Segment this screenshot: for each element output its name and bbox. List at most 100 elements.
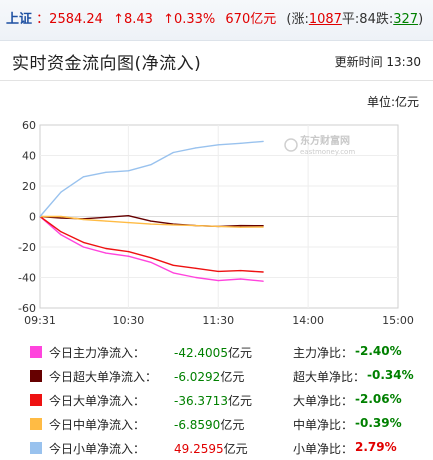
legend-row: 今日中单净流入： -6.8590亿元 中单净比： -0.39% [0,413,433,435]
series-point-4 [217,144,219,146]
legend-label: 今日小单净流入： [49,442,146,456]
legend-row: 今日主力净流入： -42.4005亿元 主力净比： -2.40% [0,341,433,363]
series-point-0 [82,246,84,248]
series-point-0 [127,255,129,257]
series-point-0 [217,280,219,282]
sh-index-pct: ↑0.33% [163,12,216,27]
watermark-logo-icon [284,138,298,152]
series-point-4 [150,164,152,166]
series-point-2 [150,257,152,259]
unit-label: 单位:亿元 [366,95,419,109]
x-tick-label: 15:00 [382,314,414,327]
update-time: 更新时间 13:30 [334,55,421,69]
watermark-brand: 东方财富网 [300,134,350,147]
legend-value: -42.4005亿元 [174,346,252,360]
series-point-3 [127,222,129,224]
series-point-4 [39,215,41,218]
y-tick-label: -60 [18,302,36,315]
breadth-close: ) [418,12,424,27]
legend-ratio-label: 中单净比： [293,418,354,432]
series-point-1 [262,225,264,227]
series-point-0 [150,261,152,263]
up-count-link[interactable]: 1087 [308,12,342,27]
breadth-open: (涨: [286,12,309,27]
sh-index-link[interactable]: 上证 [6,12,33,27]
series-point-0 [240,278,242,280]
legend-ratio-label: 主力净比： [293,346,354,360]
series-point-3 [105,220,107,222]
series-point-4 [172,151,174,154]
series-point-4 [127,170,129,172]
legend-ratio-label: 超大单净比： [293,370,366,384]
chart-header: 实时资金流向图(净流入) 更新时间 13:30 [0,40,433,81]
series-point-4 [82,176,84,178]
legend-row: 今日超大单净流入： -6.0292亿元 超大单净比： -0.34% [0,365,433,387]
series-point-4 [195,147,197,149]
sh-index-change: ↑8.43 [113,12,153,27]
legend-swatch [30,394,42,406]
y-tick-label: 40 [22,150,36,163]
index-ticker-bar: 上证 ：2584.24 ↑8.43 ↑0.33% 670亿元 (涨:1087平:… [0,0,433,41]
y-tick-label: 20 [22,180,36,193]
series-point-1 [60,217,62,219]
series-point-0 [105,252,107,254]
down-count-link[interactable]: 327 [393,12,419,27]
y-tick-label: 60 [22,119,36,132]
sh-turnover: 670亿元 [225,12,277,27]
legend-ratio-value: -0.34% [367,368,414,382]
legend-ratio-value: -2.40% [355,344,402,358]
legend-swatch [30,418,42,430]
series-point-0 [262,280,264,282]
legend-ratio-label: 大单净比： [293,394,354,408]
series-point-2 [127,251,129,253]
y-tick-label: -20 [18,241,36,254]
x-tick-label: 14:00 [292,314,324,327]
flat-count: 平:84跌: [341,12,394,27]
legend-value: -6.0292亿元 [174,370,245,384]
series-point-3 [60,215,62,218]
legend-label: 今日主力净流入： [49,346,146,360]
series-point-4 [105,171,107,173]
series-point-3 [195,225,197,227]
legend-value: -6.8590亿元 [174,418,245,432]
x-tick-label: 09:31 [24,314,56,327]
series-point-0 [60,234,62,236]
series-point-2 [240,270,242,272]
series-point-2 [262,271,264,273]
legend-ratio-value: -0.39% [355,416,402,430]
legend-row: 今日大单净流入： -36.3713亿元 大单净比： -2.06% [0,389,433,411]
y-tick-label: -40 [18,272,36,285]
series-point-3 [262,226,264,228]
legend-swatch [30,346,42,358]
series-point-2 [82,241,84,243]
series-point-1 [240,225,242,227]
legend-swatch [30,370,42,382]
series-point-3 [82,218,84,221]
series-point-4 [60,191,62,193]
series-point-0 [172,272,174,274]
legend-label: 今日超大单净流入： [49,370,158,384]
x-tick-label: 11:30 [202,314,234,327]
series-point-0 [195,276,197,279]
legend-ratio-value: -2.06% [355,392,402,406]
series-point-2 [60,231,62,233]
legend-row: 今日小单净流入： 49.2595亿元 小单净比： 2.79% [0,437,433,459]
y-tick-label: 0 [29,211,36,224]
series-point-2 [195,267,197,269]
series-point-1 [150,220,152,222]
x-tick-label: 10:30 [113,314,145,327]
page-title: 实时资金流向图(净流入) [12,54,202,74]
series-point-3 [150,223,152,225]
legend-label: 今日大单净流入： [49,394,146,408]
series-point-2 [217,270,219,272]
sh-index-value: ：2584.24 [36,12,103,27]
series-point-1 [105,216,107,218]
legend-label: 今日中单净流入： [49,418,146,432]
legend-ratio-value: 2.79% [355,440,397,454]
series-point-4 [240,142,242,144]
series-point-3 [172,224,174,226]
series-point-2 [172,264,174,266]
series-point-3 [240,226,242,228]
series-point-1 [127,215,129,217]
